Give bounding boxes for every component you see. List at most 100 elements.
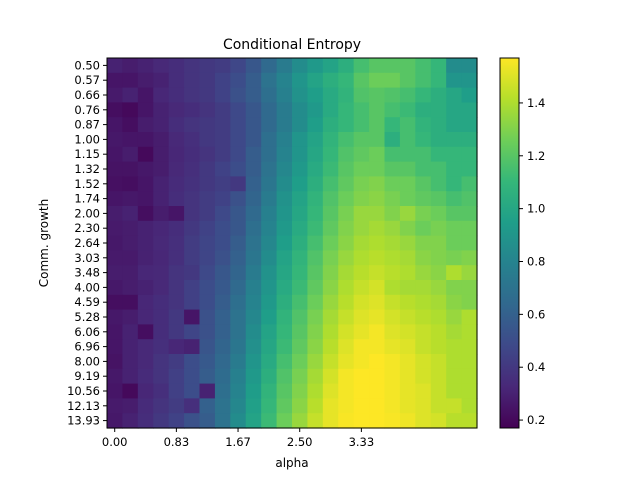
heatmap-cell bbox=[276, 324, 293, 340]
heatmap-cell bbox=[230, 206, 247, 222]
heatmap-cell bbox=[199, 102, 216, 118]
heatmap-cell bbox=[338, 117, 355, 133]
heatmap-cell bbox=[430, 280, 447, 296]
heatmap-cell bbox=[245, 398, 262, 414]
heatmap-cell bbox=[307, 58, 324, 74]
y-tick-label: 3.48 bbox=[74, 266, 100, 280]
heatmap-cell bbox=[137, 324, 154, 340]
heatmap-cell bbox=[322, 191, 339, 207]
heatmap-cell bbox=[322, 72, 339, 89]
heatmap-cell bbox=[137, 383, 154, 399]
heatmap-cell bbox=[122, 265, 139, 281]
heatmap-cell bbox=[369, 280, 386, 296]
heatmap-cell bbox=[199, 87, 216, 103]
heatmap-cell bbox=[137, 265, 154, 281]
heatmap-cell bbox=[384, 368, 401, 385]
heatmap-cell bbox=[276, 102, 293, 118]
heatmap-cell bbox=[276, 413, 293, 429]
heatmap-cell bbox=[122, 339, 139, 355]
y-tick-label: 1.00 bbox=[74, 132, 100, 146]
heatmap-cell bbox=[122, 206, 139, 222]
heatmap-cell bbox=[307, 265, 324, 281]
colorbar-tick-label: 0.4 bbox=[527, 360, 545, 374]
heatmap-cell bbox=[230, 294, 247, 311]
heatmap-cell bbox=[415, 235, 432, 251]
heatmap-cell bbox=[399, 383, 416, 399]
heatmap-cell bbox=[399, 206, 416, 222]
y-tick-label: 1.32 bbox=[74, 162, 100, 176]
heatmap-cell bbox=[322, 58, 339, 74]
heatmap-cell bbox=[214, 146, 231, 163]
heatmap-cell bbox=[430, 176, 447, 192]
heatmap-cell bbox=[199, 339, 216, 355]
heatmap-cell bbox=[307, 191, 324, 207]
heatmap-cell bbox=[122, 132, 139, 148]
heatmap-cell bbox=[292, 354, 309, 370]
heatmap-cell bbox=[230, 176, 247, 192]
heatmap-cell bbox=[122, 383, 139, 399]
heatmap-cell bbox=[292, 176, 309, 192]
heatmap-cell bbox=[153, 87, 170, 103]
heatmap-cell bbox=[446, 413, 463, 429]
heatmap-cell bbox=[276, 206, 293, 222]
heatmap-cell bbox=[276, 383, 293, 399]
heatmap-cell bbox=[261, 265, 278, 281]
heatmap-cell bbox=[199, 309, 216, 325]
heatmap-cell bbox=[245, 294, 262, 311]
heatmap-cell bbox=[430, 324, 447, 340]
heatmap-cell bbox=[446, 294, 463, 311]
heatmap-cell bbox=[322, 398, 339, 414]
heatmap-cell bbox=[214, 220, 231, 237]
heatmap-cell bbox=[322, 235, 339, 251]
heatmap-cell bbox=[369, 87, 386, 103]
heatmap-cell bbox=[338, 413, 355, 429]
heatmap-cell bbox=[137, 354, 154, 370]
heatmap-cell bbox=[292, 191, 309, 207]
heatmap-cell bbox=[184, 324, 201, 340]
heatmap-cell bbox=[153, 250, 170, 266]
y-tick-label: 12.13 bbox=[67, 399, 100, 413]
heatmap-cell bbox=[184, 309, 201, 325]
colorbar-tick-label: 0.8 bbox=[527, 255, 545, 269]
heatmap-cell bbox=[292, 250, 309, 266]
heatmap-cell bbox=[230, 383, 247, 399]
heatmap-cell bbox=[461, 398, 478, 414]
heatmap-cell bbox=[430, 294, 447, 311]
heatmap-cell bbox=[369, 339, 386, 355]
heatmap-cell bbox=[122, 324, 139, 340]
heatmap-cell bbox=[292, 368, 309, 385]
heatmap-cell bbox=[184, 146, 201, 163]
heatmap-cell bbox=[446, 354, 463, 370]
heatmap-cell bbox=[384, 146, 401, 163]
heatmap-cell bbox=[214, 191, 231, 207]
heatmap-cell bbox=[430, 354, 447, 370]
heatmap-cell bbox=[245, 87, 262, 103]
x-tick-label: 0.00 bbox=[102, 435, 128, 449]
heatmap-cell bbox=[353, 102, 370, 118]
heatmap-cell bbox=[199, 383, 216, 399]
heatmap-cell bbox=[369, 72, 386, 89]
heatmap-cell bbox=[307, 280, 324, 296]
heatmap-cell bbox=[369, 161, 386, 177]
heatmap-cell bbox=[446, 58, 463, 74]
heatmap-cell bbox=[430, 309, 447, 325]
heatmap-cell bbox=[369, 235, 386, 251]
heatmap-cell bbox=[338, 58, 355, 74]
heatmap-cell bbox=[107, 132, 124, 148]
x-tick-label: 3.33 bbox=[349, 435, 375, 449]
heatmap-cell bbox=[199, 146, 216, 163]
heatmap-cell bbox=[184, 117, 201, 133]
heatmap-cell bbox=[107, 324, 124, 340]
heatmap-cell bbox=[107, 176, 124, 192]
y-tick-label: 6.06 bbox=[74, 325, 100, 339]
heatmap-cell bbox=[430, 220, 447, 237]
heatmap-cell bbox=[461, 354, 478, 370]
heatmap-cell bbox=[446, 368, 463, 385]
heatmap-cell bbox=[353, 72, 370, 89]
heatmap-cell bbox=[245, 206, 262, 222]
heatmap-cell bbox=[230, 413, 247, 429]
heatmap-cell bbox=[307, 324, 324, 340]
heatmap-cell bbox=[245, 413, 262, 429]
heatmap-cell bbox=[276, 280, 293, 296]
heatmap-cell bbox=[322, 132, 339, 148]
